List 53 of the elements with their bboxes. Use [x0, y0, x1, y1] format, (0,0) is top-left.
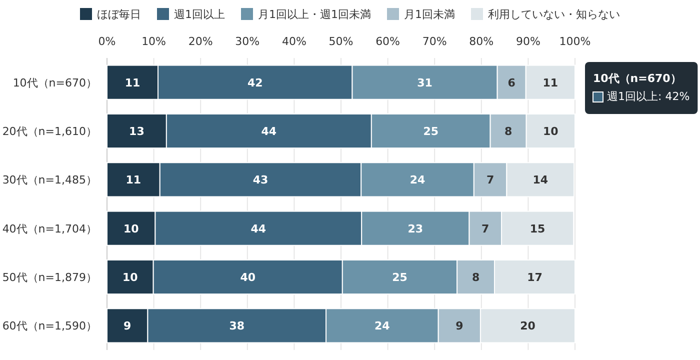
y-tick-label: 10代（n=670） [12, 76, 97, 90]
data-label: 44 [250, 222, 266, 236]
data-label: 11 [126, 174, 142, 187]
data-label: 8 [504, 125, 512, 138]
x-tick-label: 0% [98, 35, 116, 48]
data-label: 17 [527, 271, 542, 284]
x-tick-label: 60% [376, 35, 400, 48]
y-tick-label: 60代（n=1,590） [2, 320, 97, 333]
x-tick-label: 40% [282, 35, 306, 48]
data-label: 38 [229, 320, 245, 333]
legend-label: ほぼ毎日 [97, 8, 141, 21]
data-label: 8 [472, 271, 480, 284]
data-label: 15 [530, 222, 546, 236]
legend-label: 週1回以上 [174, 8, 225, 21]
data-label: 6 [508, 76, 516, 90]
data-label: 23 [408, 222, 424, 236]
x-tick-label: 10% [142, 35, 166, 48]
data-label: 25 [423, 125, 439, 138]
data-label: 11 [124, 76, 140, 90]
data-label: 24 [410, 174, 426, 187]
legend-label: 月1回以上・週1回未満 [258, 8, 371, 21]
data-label: 9 [124, 320, 132, 333]
y-tick-label: 40代（n=1,704） [2, 222, 97, 236]
data-label: 20 [520, 320, 536, 333]
data-label: 10 [543, 125, 559, 138]
data-label: 10 [123, 222, 140, 236]
y-tick-label: 20代（n=1,610） [2, 125, 97, 138]
x-tick-label: 90% [516, 35, 540, 48]
tooltip: 10代（n=670） 週1回以上: 42% [585, 62, 698, 114]
data-label: 7 [486, 174, 494, 187]
data-label: 9 [456, 320, 464, 333]
x-tick-label: 30% [235, 35, 260, 48]
data-label: 40 [240, 271, 256, 284]
data-label: 11 [542, 76, 558, 90]
data-label: 7 [482, 222, 490, 236]
y-tick-label: 30代（n=1,485） [2, 174, 97, 187]
x-tick-label: 20% [188, 35, 213, 48]
data-label: 13 [129, 125, 144, 138]
data-label: 10 [122, 271, 138, 284]
legend-label: 月1回未満 [404, 8, 455, 21]
data-label: 14 [532, 174, 548, 187]
x-tick-label: 70% [422, 35, 447, 48]
data-label: 24 [374, 320, 390, 333]
x-tick-label: 80% [469, 35, 494, 48]
legend-label: 利用していない・知らない [488, 8, 620, 21]
data-label: 25 [392, 271, 408, 284]
y-tick-label: 50代（n=1,879） [2, 271, 97, 284]
x-tick-label: 100% [559, 35, 591, 48]
data-label: 42 [247, 76, 263, 90]
data-label: 43 [252, 174, 268, 187]
data-label: 31 [417, 76, 432, 90]
x-tick-label: 50% [328, 35, 354, 48]
data-label: 44 [261, 125, 277, 138]
